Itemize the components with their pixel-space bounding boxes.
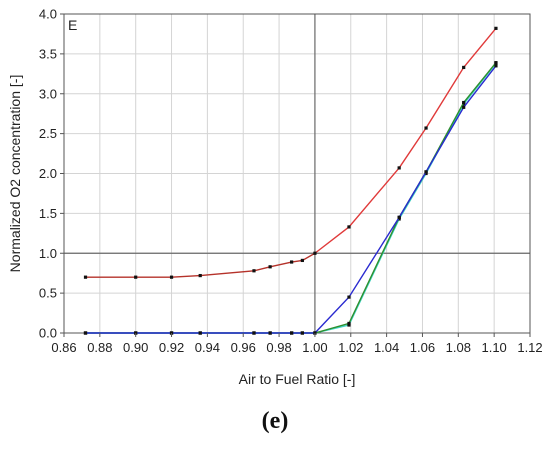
data-point — [268, 265, 272, 269]
data-point — [252, 269, 256, 273]
y-tick-label: 2.0 — [39, 166, 57, 181]
y-tick-label: 1.5 — [39, 206, 57, 221]
grid-lines — [63, 13, 531, 334]
y-axis-title: Normalized O2 concentration [-] — [7, 75, 23, 273]
series-line-1 — [85, 65, 497, 334]
data-point — [347, 295, 351, 299]
y-tick-label: 3.0 — [39, 86, 57, 101]
data-point — [268, 331, 272, 335]
data-point — [83, 331, 88, 335]
data-point — [462, 100, 466, 105]
data-point — [300, 258, 304, 263]
data-point — [252, 331, 256, 335]
x-tick-label: 0.88 — [87, 340, 112, 355]
x-tick-label: 1.10 — [481, 340, 506, 355]
data-point — [313, 251, 317, 255]
data-series — [83, 26, 498, 335]
y-tick-label: 0.5 — [39, 286, 57, 301]
data-point — [83, 275, 88, 279]
series-line-2 — [85, 62, 497, 334]
y-tick-label: 0.0 — [39, 326, 57, 341]
data-point — [290, 331, 294, 335]
data-point — [424, 126, 428, 130]
y-tick-label: 2.5 — [39, 126, 57, 141]
reference-lines — [64, 14, 530, 333]
x-tick-label: 0.96 — [231, 340, 256, 355]
y-tick-labels: 0.0 0.5 1.0 1.5 2.0 2.5 3.0 3.5 4.0 — [39, 7, 64, 341]
data-point — [462, 105, 466, 109]
y-tick-label: 3.5 — [39, 46, 57, 61]
data-point — [134, 275, 138, 279]
figure-caption: (e) — [261, 408, 289, 434]
data-point — [462, 65, 466, 70]
y-tick-label: 4.0 — [39, 7, 57, 22]
x-tick-label: 0.98 — [266, 340, 291, 355]
x-tick-label: 1.12 — [517, 340, 542, 355]
x-tick-label: 0.86 — [51, 340, 76, 355]
x-tick-label: 1.06 — [410, 340, 435, 355]
data-point — [494, 61, 498, 65]
data-point — [494, 26, 498, 30]
data-point — [290, 260, 294, 264]
data-point — [397, 166, 401, 170]
data-point — [198, 273, 202, 278]
data-point — [169, 275, 174, 279]
series-line-red-rich-side — [85, 252, 316, 278]
data-point — [198, 331, 202, 335]
x-tick-label: 1.00 — [302, 340, 327, 355]
x-tick-labels: 0.86 0.88 0.90 0.92 0.94 0.96 0.98 1.00 1.02 1.04… — [51, 333, 543, 355]
data-point — [347, 225, 351, 229]
x-tick-label: 0.92 — [159, 340, 184, 355]
data-point — [347, 321, 351, 326]
x-tick-label: 1.08 — [446, 340, 471, 355]
data-point — [494, 64, 498, 68]
panel-letter: E — [68, 17, 77, 33]
data-point — [397, 215, 401, 219]
x-tick-label: 0.90 — [123, 340, 148, 355]
series-line-red-lean-side — [314, 27, 497, 254]
x-tick-label: 1.04 — [374, 340, 399, 355]
y-tick-label: 1.0 — [39, 246, 57, 261]
x-axis-title: Air to Fuel Ratio [-] — [239, 371, 356, 387]
o2-concentration-chart: 0.86 0.88 0.90 0.92 0.94 0.96 0.98 1.00 1.02 1.04… — [7, 7, 543, 388]
data-point — [424, 170, 428, 174]
x-tick-label: 1.02 — [338, 340, 363, 355]
data-point — [300, 331, 304, 335]
x-tick-label: 0.94 — [195, 340, 220, 355]
series-line-3 — [85, 63, 497, 334]
